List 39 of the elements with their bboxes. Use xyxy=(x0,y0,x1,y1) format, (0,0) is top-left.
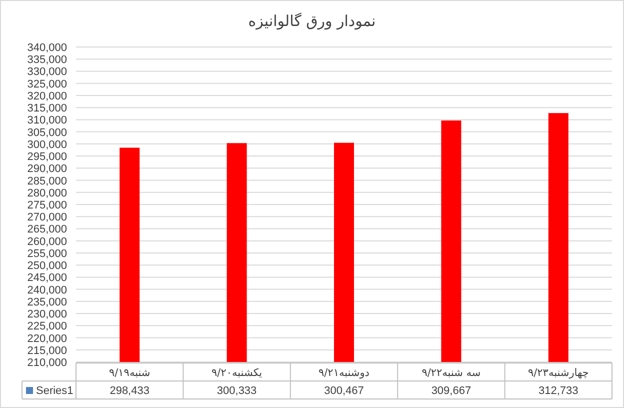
y-tick-label: 270,000 xyxy=(27,212,67,224)
y-tick-label: 220,000 xyxy=(27,332,67,345)
y-tick-label: 340,000 xyxy=(27,42,67,54)
y-tick-label: 280,000 xyxy=(27,187,67,200)
y-tick-label: 335,000 xyxy=(27,54,67,66)
y-tick-label: 250,000 xyxy=(27,260,67,272)
data-label: 312,733 xyxy=(538,385,578,397)
y-tick-label: 235,000 xyxy=(27,296,67,308)
y-tick-label: 315,000 xyxy=(27,102,67,115)
y-tick-label: 325,000 xyxy=(27,78,67,90)
chart-title: نمودار ورق گالوانیزه xyxy=(248,12,376,30)
y-tick-label: 210,000 xyxy=(27,357,67,369)
y-tick-label: 265,000 xyxy=(27,224,67,236)
y-tick-label: 310,000 xyxy=(27,114,67,127)
data-label: 298,433 xyxy=(110,385,150,397)
y-tick-label: 245,000 xyxy=(27,272,67,284)
y-tick-label: 330,000 xyxy=(27,66,67,78)
x-tick-label: ۹/۲۰یکشنبه xyxy=(212,367,262,379)
x-tick-label: ۹/۲۳چهارشنبه xyxy=(528,367,589,379)
y-tick-label: 290,000 xyxy=(27,163,67,176)
y-tick-label: 285,000 xyxy=(27,175,67,188)
y-tick-label: 320,000 xyxy=(27,90,67,102)
x-tick-label: ۹/۲۱دوشنبه xyxy=(318,367,370,379)
x-tick-label: ۹/۱۹شنبه xyxy=(108,367,150,379)
y-tick-label: 260,000 xyxy=(27,236,67,248)
y-tick-label: 295,000 xyxy=(27,151,67,164)
y-tick-label: 275,000 xyxy=(27,200,67,212)
y-tick-label: 305,000 xyxy=(27,126,67,139)
data-label: 309,667 xyxy=(431,385,472,397)
y-tick-label: 225,000 xyxy=(27,320,67,333)
y-tick-label: 215,000 xyxy=(27,344,67,357)
data-label: 300,333 xyxy=(216,385,257,397)
y-tick-label: 240,000 xyxy=(27,284,67,296)
x-tick-label: ۹/۲۲سه شنبه xyxy=(422,367,481,379)
data-label: 300,467 xyxy=(324,385,364,397)
y-tick-label: 300,000 xyxy=(27,138,67,151)
y-tick-label: 230,000 xyxy=(27,308,67,321)
y-tick-label: 255,000 xyxy=(27,248,67,260)
text: Series1 xyxy=(36,385,74,397)
